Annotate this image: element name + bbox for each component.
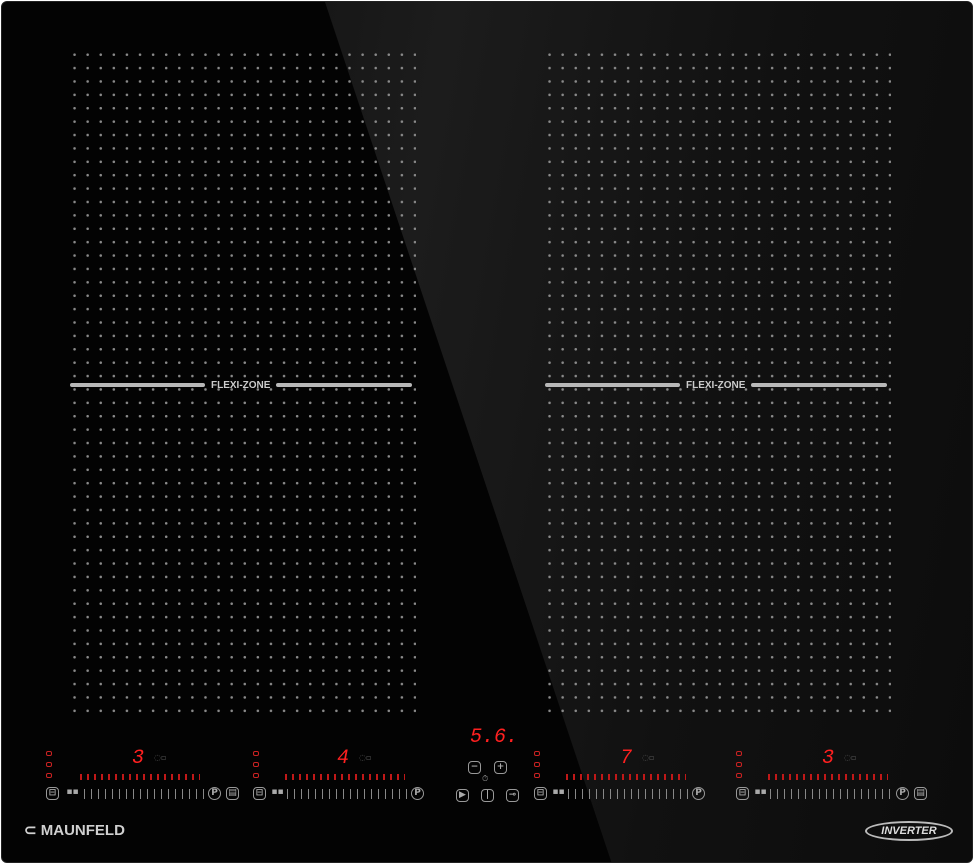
power-level-bar: [285, 774, 405, 780]
pan-icon[interactable]: ⊟: [736, 787, 749, 800]
power-level-display: 3: [822, 747, 835, 770]
flexi-zone-label: FLEXI-ZONE: [686, 379, 746, 391]
brand-logo: ⊂ MAUNFELD: [24, 822, 125, 839]
flexi-zone-label: FLEXI-ZONE: [211, 379, 271, 391]
zone-control-1: 3 ◌▫ ⊟ ▪▪ P ▤: [46, 747, 246, 807]
power-slider[interactable]: [568, 789, 690, 799]
inverter-badge: INVERTER: [865, 821, 953, 841]
indicator-leds: [736, 751, 742, 778]
zone-control-4: 3 ◌▫ ⊟ ▪▪ P ▤: [736, 747, 936, 807]
bridge-icon[interactable]: ▪▪: [754, 787, 767, 797]
timer-display: 5.6.: [470, 726, 519, 749]
bridge-icon[interactable]: ▪▪: [271, 787, 284, 797]
boost-p-icon[interactable]: P: [208, 787, 221, 800]
power-level-display: 4: [337, 747, 350, 770]
zone-select-icon[interactable]: ▤: [226, 787, 239, 800]
zone-select-icon[interactable]: ▤: [914, 787, 927, 800]
minus-button[interactable]: −: [468, 761, 481, 774]
bridge-icon[interactable]: ▪▪: [552, 787, 565, 797]
power-slider[interactable]: [770, 789, 892, 799]
power-level-display: 3: [132, 747, 145, 770]
timer-icon: ◌▫: [642, 753, 655, 762]
power-slider[interactable]: [287, 789, 409, 799]
timer-control: 5.6. − + ⏱ ▶ | ⊸: [452, 724, 532, 809]
power-level-bar: [80, 774, 200, 780]
plus-button[interactable]: +: [494, 761, 507, 774]
power-slider[interactable]: [84, 789, 206, 799]
zone-control-3: 7 ◌▫ ⊟ ▪▪ P: [534, 747, 714, 807]
bridge-icon[interactable]: ▪▪: [66, 787, 79, 797]
timer-icon: ◌▫: [844, 753, 857, 762]
pan-icon[interactable]: ⊟: [46, 787, 59, 800]
timer-icon: ◌▫: [154, 753, 167, 762]
boost-p-icon[interactable]: P: [411, 787, 424, 800]
boost-p-icon[interactable]: P: [896, 787, 909, 800]
timer-icon: ◌▫: [359, 753, 372, 762]
boost-p-icon[interactable]: P: [692, 787, 705, 800]
flexi-zone-divider-right: FLEXI-ZONE: [545, 378, 888, 392]
lock-button[interactable]: ⊸: [506, 789, 519, 802]
pause-button[interactable]: ▶: [456, 789, 469, 802]
timer-icon: ⏱: [482, 774, 489, 783]
pan-icon[interactable]: ⊟: [253, 787, 266, 800]
power-button[interactable]: |: [481, 789, 494, 802]
indicator-leds: [534, 751, 540, 778]
zone-control-2: 4 ◌▫ ⊟ ▪▪ P: [253, 747, 433, 807]
power-level-bar: [566, 774, 686, 780]
indicator-leds: [46, 751, 52, 778]
brand-name: MAUNFELD: [40, 822, 125, 839]
indicator-leds: [253, 751, 259, 778]
flexi-zone-divider-left: FLEXI-ZONE: [70, 378, 413, 392]
power-level-display: 7: [620, 747, 633, 770]
power-level-bar: [768, 774, 888, 780]
pan-icon[interactable]: ⊟: [534, 787, 547, 800]
